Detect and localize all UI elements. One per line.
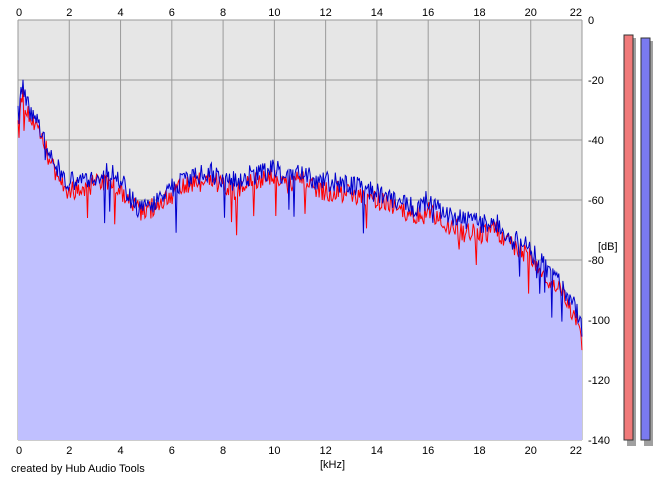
- x-tick-label: 20: [525, 445, 537, 457]
- credit-text: created by Hub Audio Tools: [11, 463, 145, 475]
- x-tick-label: 18: [473, 7, 485, 19]
- series-line: [17, 79, 583, 337]
- x-tick-label: 8: [220, 7, 226, 19]
- x-tick-label: 18: [473, 445, 485, 457]
- x-tick-label: 4: [117, 7, 123, 19]
- x-tick-label: 2: [66, 445, 72, 457]
- x-ticks-bottom: 0 2 4 6 8 10 12 14 16 18 20 22: [16, 445, 582, 457]
- x-tick-label: 12: [320, 445, 332, 457]
- y-ticks: 0 -20 -40 -60 -80 -100 -120 -140: [588, 15, 610, 447]
- level-meters: [623, 34, 653, 446]
- x-tick-label: 14: [371, 445, 383, 457]
- x-tick-label: 22: [570, 445, 582, 457]
- x-tick-label: 6: [169, 445, 175, 457]
- series-line: [17, 88, 583, 351]
- x-tick-label: 0: [16, 445, 22, 457]
- spectrum-fill: [18, 79, 582, 441]
- y-tick-label: 0: [588, 15, 594, 27]
- y-tick-label: -60: [588, 195, 604, 207]
- level-meter-bar: [623, 34, 634, 441]
- x-tick-label: 2: [66, 7, 72, 19]
- y-tick-label: -120: [588, 375, 610, 387]
- x-tick-label: 6: [169, 7, 175, 19]
- x-tick-label: 4: [117, 445, 123, 457]
- y-tick-label: -140: [588, 435, 610, 447]
- y-axis-label: [dB]: [598, 241, 618, 253]
- y-tick-label: -100: [588, 315, 610, 327]
- x-tick-label: 8: [220, 445, 226, 457]
- y-tick-label: -80: [588, 255, 604, 267]
- x-ticks-top: 0 2 4 6 8 10 12 14 16 18 20 22: [16, 7, 582, 19]
- x-tick-label: 14: [371, 7, 383, 19]
- level-meter-bar: [640, 37, 651, 441]
- x-tick-label: 22: [570, 7, 582, 19]
- y-tick-label: -40: [588, 135, 604, 147]
- x-tick-label: 16: [422, 7, 434, 19]
- x-tick-label: 12: [320, 7, 332, 19]
- x-tick-label: 16: [422, 445, 434, 457]
- x-tick-label: 10: [268, 445, 280, 457]
- x-tick-label: 20: [525, 7, 537, 19]
- spectrum-area: [18, 79, 582, 441]
- x-tick-label: 0: [16, 7, 22, 19]
- series-lines: [17, 79, 583, 351]
- y-tick-label: -20: [588, 75, 604, 87]
- x-axis-label: [kHz]: [320, 459, 345, 471]
- x-tick-label: 10: [268, 7, 280, 19]
